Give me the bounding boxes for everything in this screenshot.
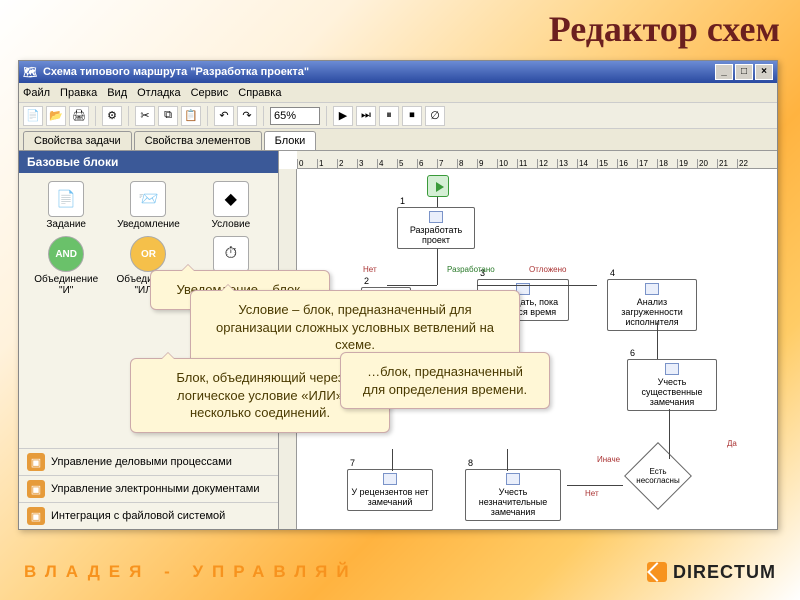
edge-label: Иначе: [597, 455, 620, 464]
section-label: Управление электронными документами: [51, 483, 259, 495]
block-icon: ⏱: [213, 236, 249, 272]
menubar: Файл Правка Вид Отладка Сервис Справка: [19, 83, 777, 103]
section-icon: ▣: [27, 480, 45, 498]
hint-tooltip: Условие – блок, предназначенный для орга…: [190, 290, 520, 365]
window-title: Схема типового маршрута "Разработка прое…: [43, 66, 309, 78]
connector: [567, 485, 623, 486]
connector: [477, 285, 597, 286]
edge-label: Отложено: [529, 265, 567, 274]
edge-label: Нет: [363, 265, 377, 274]
brand-logo: DIRECTUM: [647, 562, 776, 583]
decision-node[interactable]: Есть несогласны: [627, 459, 689, 493]
panel-section[interactable]: ▣ Интеграция с файловой системой: [19, 502, 278, 529]
maximize-button[interactable]: □: [735, 64, 753, 80]
block-icon: 📨: [130, 181, 166, 217]
menu-item[interactable]: Справка: [238, 87, 281, 99]
menu-item[interactable]: Сервис: [191, 87, 229, 99]
menu-item[interactable]: Вид: [107, 87, 127, 99]
brand-name: DIRECTUM: [673, 562, 776, 583]
tb-open-icon[interactable]: 📂: [46, 106, 66, 126]
titlebar: 🗺 Схема типового маршрута "Разработка пр…: [19, 61, 777, 83]
menu-item[interactable]: Правка: [60, 87, 97, 99]
edge-label: Нет: [585, 489, 599, 498]
section-icon: ▣: [27, 453, 45, 471]
section-icon: ▣: [27, 507, 45, 525]
connector: [387, 285, 437, 286]
section-label: Управление деловыми процессами: [51, 456, 232, 468]
ruler-horizontal: 012345678910111213141516171819202122: [297, 151, 777, 169]
block-label: Объединение "И": [27, 274, 105, 296]
logo-mark-icon: [647, 562, 667, 582]
menu-item[interactable]: Отладка: [137, 87, 180, 99]
panel-section[interactable]: ▣ Управление деловыми процессами: [19, 448, 278, 475]
block-icon: AND: [48, 236, 84, 272]
slide-footer: ВЛАДЕЯ - УПРАВЛЯЙ DIRECTUM: [0, 554, 800, 590]
tab-blocks[interactable]: Блоки: [264, 131, 317, 150]
palette-block[interactable]: 📨 Уведомление: [109, 181, 187, 230]
block-label: Условие: [212, 219, 251, 230]
section-label: Интеграция с файловой системой: [51, 510, 225, 522]
toolbar: 📄 📂 🖨 ⚙ ✂ ⧉ 📋 ↶ ↷ 65% ▶ ⏭ ⏸ ⏹ ∅: [19, 103, 777, 129]
tb-undo-icon[interactable]: ↶: [214, 106, 234, 126]
tb-stop-icon[interactable]: ⏹: [402, 106, 422, 126]
flow-node[interactable]: 4Анализ загруженности исполнителя: [607, 279, 697, 331]
footer-motto: ВЛАДЕЯ - УПРАВЛЯЙ: [24, 562, 358, 582]
connector: [669, 409, 670, 459]
palette-block[interactable]: ANDОбъединение "И": [27, 236, 105, 296]
tb-print-icon[interactable]: 🖨: [69, 106, 89, 126]
block-icon: 📄: [48, 181, 84, 217]
edge-label: Разработано: [447, 265, 495, 274]
zoom-select[interactable]: 65%: [270, 107, 320, 125]
tb-props-icon[interactable]: ⚙: [102, 106, 122, 126]
start-node[interactable]: [427, 175, 449, 197]
side-tabs: Свойства задачи Свойства элементов Блоки: [19, 129, 777, 151]
tab-elem-props[interactable]: Свойства элементов: [134, 131, 262, 150]
hint-tooltip: Блок, объединяющий через логическое усло…: [130, 358, 390, 433]
close-button[interactable]: ×: [755, 64, 773, 80]
minimize-button[interactable]: _: [715, 64, 733, 80]
block-icon: ◆: [213, 181, 249, 217]
tb-redo-icon[interactable]: ↷: [237, 106, 257, 126]
tb-cut-icon[interactable]: ✂: [135, 106, 155, 126]
tb-null-icon[interactable]: ∅: [425, 106, 445, 126]
tab-task-props[interactable]: Свойства задачи: [23, 131, 132, 150]
slide-title: Редактор схем: [549, 8, 780, 50]
palette-block[interactable]: 📄 Задание: [27, 181, 105, 230]
tb-copy-icon[interactable]: ⧉: [158, 106, 178, 126]
panel-header: Базовые блоки: [19, 151, 278, 173]
app-icon: 🗺: [23, 66, 37, 79]
edge-label: Да: [727, 439, 737, 448]
connector: [437, 197, 438, 207]
palette-block[interactable]: ◆ Условие: [192, 181, 270, 230]
block-label: Задание: [46, 219, 86, 230]
connector: [507, 449, 508, 471]
connector: [437, 249, 438, 285]
menu-item[interactable]: Файл: [23, 87, 50, 99]
connector: [392, 449, 393, 471]
connector: [657, 323, 658, 359]
panel-section[interactable]: ▣ Управление электронными документами: [19, 475, 278, 502]
block-label: Уведомление: [117, 219, 180, 230]
tb-paste-icon[interactable]: 📋: [181, 106, 201, 126]
tb-step-icon[interactable]: ⏭: [356, 106, 376, 126]
block-icon: OR: [130, 236, 166, 272]
flow-node[interactable]: 7У рецензентов нет замечаний: [347, 469, 433, 511]
tb-pause-icon[interactable]: ⏸: [379, 106, 399, 126]
flow-node[interactable]: 6Учесть существенные замечания: [627, 359, 717, 411]
flow-node[interactable]: 1Разработать проект: [397, 207, 475, 249]
tb-run-icon[interactable]: ▶: [333, 106, 353, 126]
tb-new-icon[interactable]: 📄: [23, 106, 43, 126]
flow-node[interactable]: 8Учесть незначительные замечания: [465, 469, 561, 521]
